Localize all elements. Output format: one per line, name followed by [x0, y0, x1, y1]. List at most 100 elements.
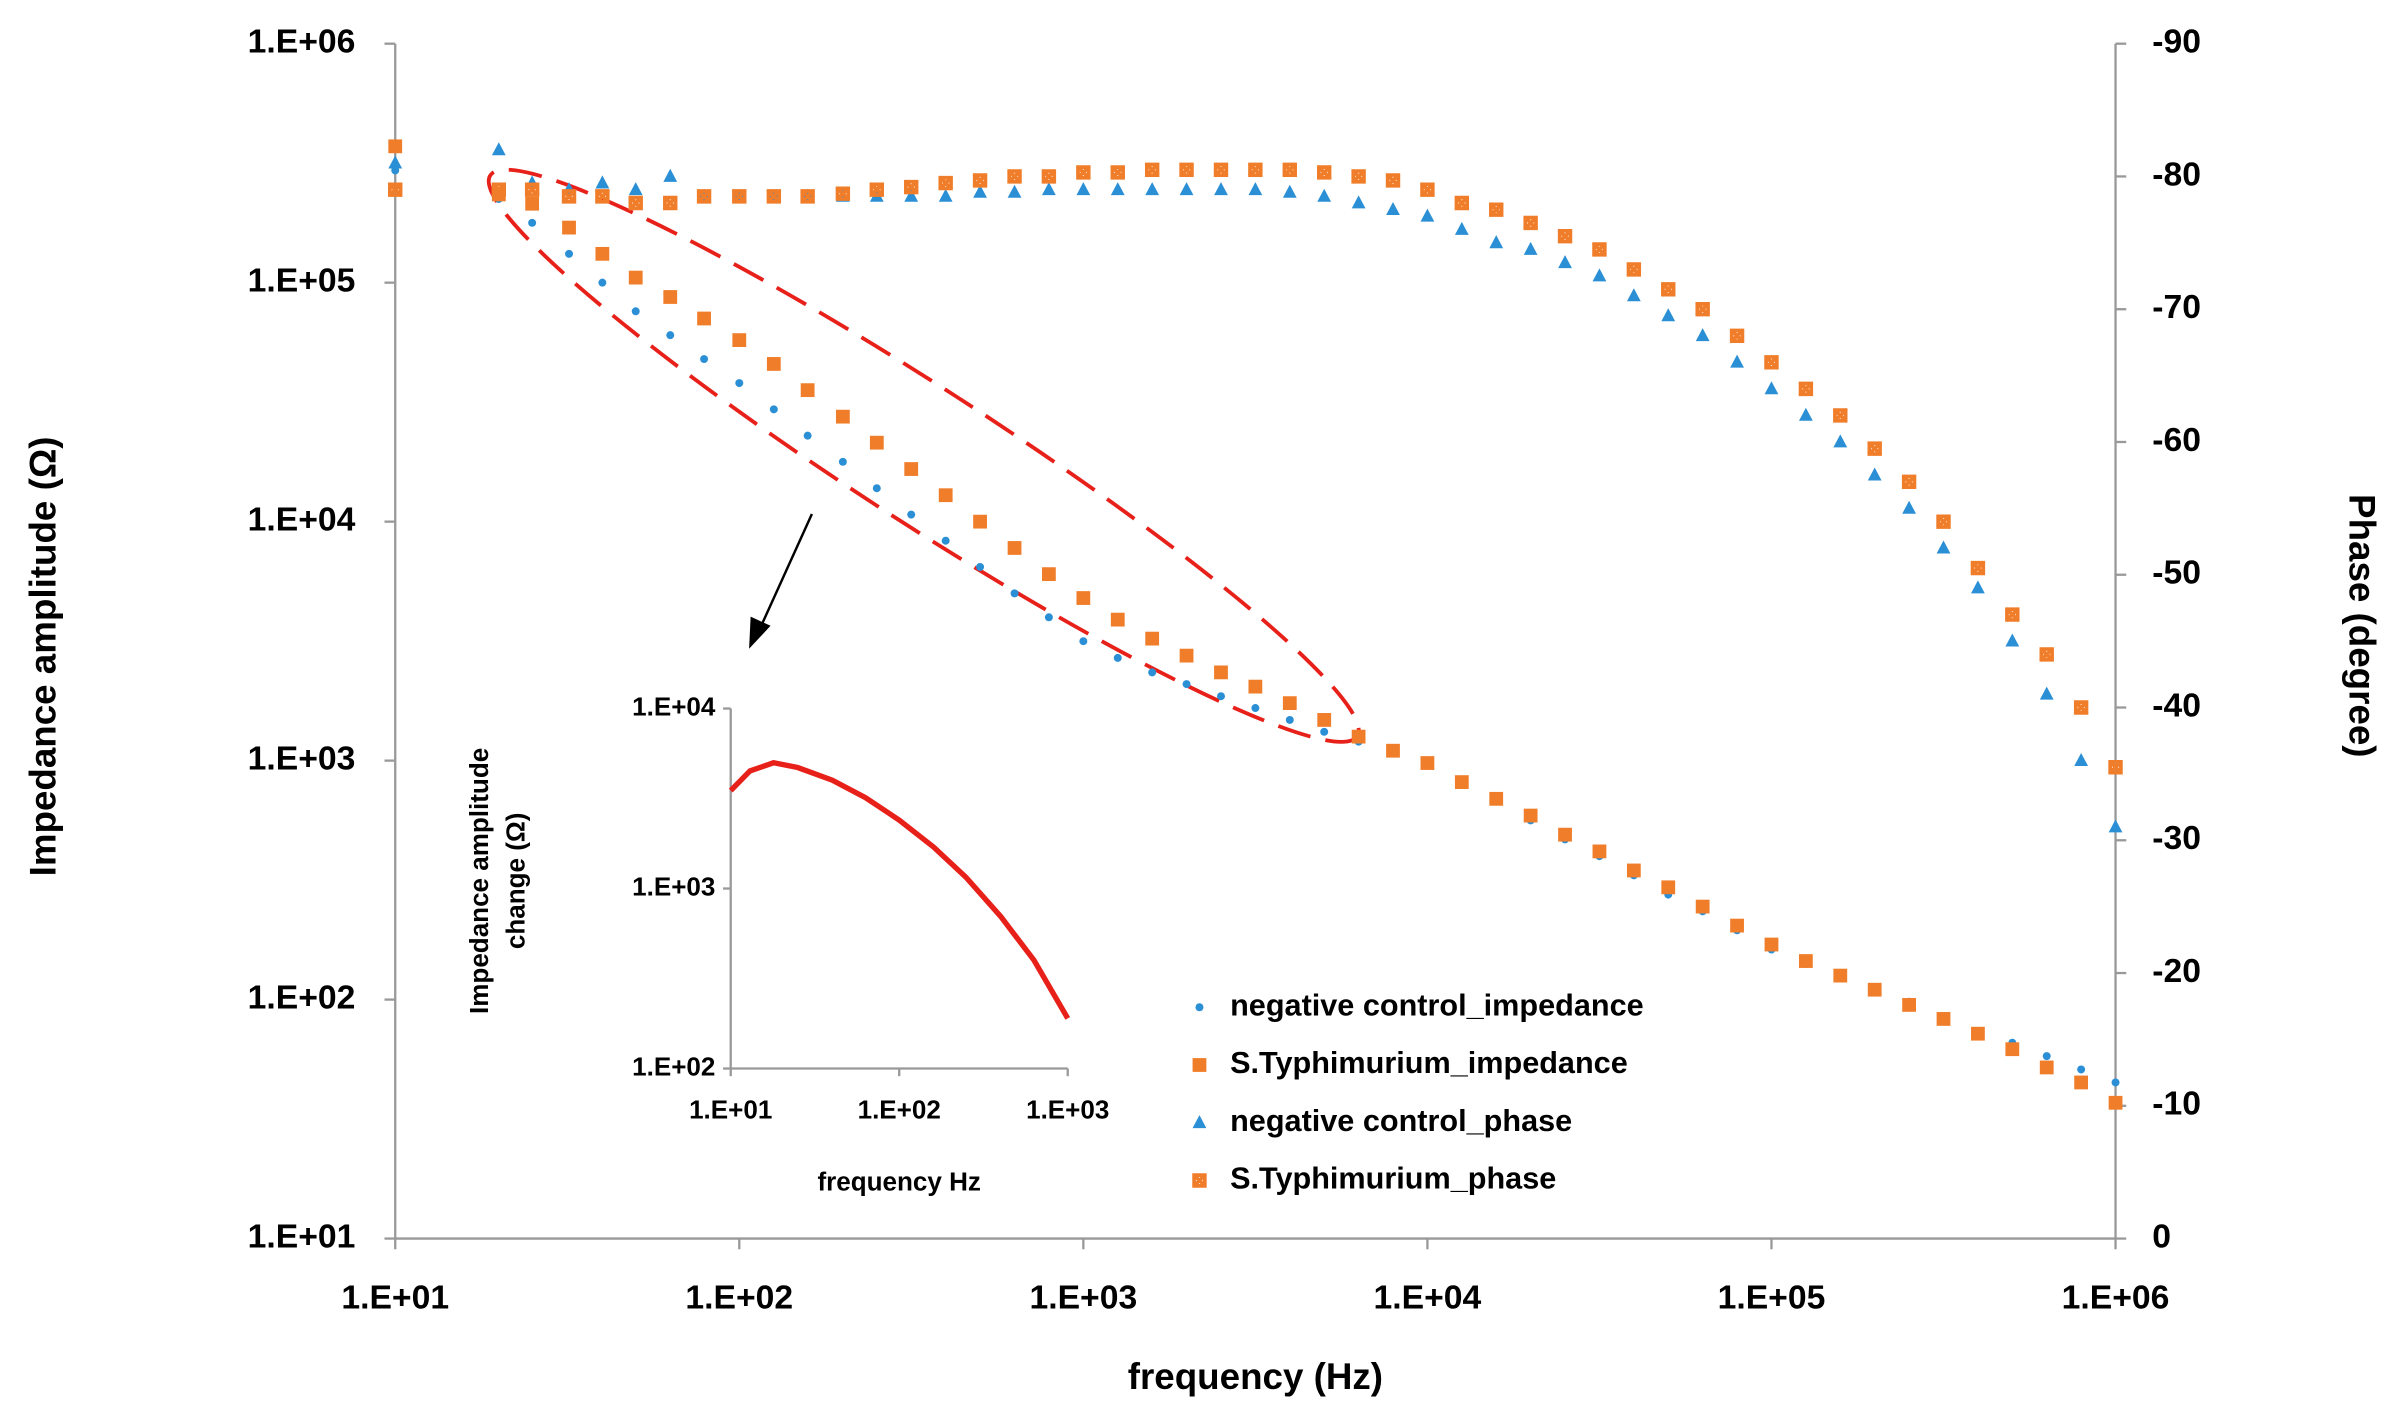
point	[628, 182, 643, 196]
point	[1386, 743, 1400, 758]
arrow-line	[758, 513, 814, 630]
point	[1351, 729, 1366, 744]
point	[735, 379, 744, 388]
point	[800, 188, 816, 204]
y2-tick-label: 0	[2152, 1217, 2171, 1255]
point	[1285, 715, 1294, 724]
point	[769, 405, 778, 414]
point	[1833, 434, 1848, 448]
line	[728, 760, 1071, 1020]
point	[1420, 208, 1435, 222]
point	[907, 510, 916, 519]
point	[1660, 281, 1676, 297]
point	[1971, 1026, 1985, 1041]
point	[1901, 474, 1917, 490]
point	[938, 488, 953, 503]
point	[1317, 188, 1332, 202]
point	[972, 173, 988, 188]
x-tick-label: 1.E+02	[685, 1279, 793, 1317]
point	[1007, 184, 1022, 198]
y-tick-label: 1.E+02	[632, 1051, 715, 1081]
x-tick-label: 1.E+01	[689, 1094, 772, 1124]
point	[1351, 169, 1367, 184]
point	[1626, 863, 1641, 878]
point	[766, 357, 781, 371]
y-tick-label: 1.E+04	[632, 691, 716, 721]
point	[1454, 221, 1469, 235]
point	[1386, 201, 1400, 216]
point	[1764, 937, 1779, 952]
point	[1075, 165, 1091, 180]
point	[697, 311, 711, 326]
point	[565, 249, 574, 258]
point	[1832, 408, 1848, 423]
point	[938, 175, 954, 191]
point	[1489, 791, 1504, 806]
point	[973, 514, 987, 529]
point	[1076, 591, 1091, 605]
y2-axis-label: Phase (degree)	[2341, 494, 2382, 757]
point	[1179, 162, 1194, 178]
point	[388, 139, 403, 154]
point	[1214, 665, 1228, 680]
point	[2005, 633, 2020, 647]
x-tick-label: 1.E+03	[1029, 1279, 1137, 1317]
point	[1454, 195, 1470, 211]
point	[1044, 613, 1053, 622]
point	[1867, 441, 1883, 457]
x-tick-label: 1.E+04	[1374, 1279, 1482, 1317]
point	[2042, 1052, 2051, 1061]
point	[1798, 954, 1813, 968]
point	[1557, 228, 1573, 244]
point	[1592, 242, 1607, 257]
point	[1730, 354, 1744, 368]
y-tick-label: 1.E+03	[248, 740, 356, 778]
point	[1661, 308, 1676, 322]
point	[803, 431, 812, 440]
y2-tick-label: -30	[2152, 819, 2201, 857]
point	[1145, 631, 1160, 646]
point	[800, 383, 815, 398]
point	[1110, 182, 1125, 196]
legend-marker	[1192, 1173, 1207, 1188]
point	[1214, 182, 1228, 196]
point	[1558, 827, 1572, 842]
point	[1041, 169, 1057, 184]
point	[631, 307, 640, 316]
x-tick-label: 1.E+05	[1718, 1279, 1826, 1317]
point	[2108, 819, 2123, 833]
point	[595, 175, 610, 189]
point	[838, 457, 847, 466]
point	[1764, 354, 1779, 370]
y-axis-label: Impedance amplitude	[464, 748, 494, 1014]
point	[1282, 696, 1297, 711]
point	[561, 188, 577, 204]
point	[1420, 756, 1435, 770]
point	[1798, 407, 1813, 421]
point	[1764, 381, 1779, 395]
y-tick-label: 1.E+06	[248, 23, 356, 61]
point	[1110, 612, 1125, 627]
point	[903, 179, 919, 195]
legend-label: negative control_impedance	[1230, 988, 1644, 1022]
point	[1079, 637, 1088, 646]
point	[1488, 202, 1504, 218]
point	[1282, 162, 1298, 178]
y2-tick-label: -50	[2152, 554, 2201, 592]
point	[1316, 165, 1332, 180]
point	[1867, 982, 1882, 997]
x-tick-label: 1.E+03	[1026, 1094, 1109, 1124]
point	[528, 218, 537, 227]
point	[2108, 1095, 2123, 1110]
point	[1251, 704, 1260, 712]
point	[1695, 328, 1710, 342]
point	[491, 182, 507, 198]
point	[628, 195, 644, 211]
point	[1902, 500, 1916, 514]
point	[2108, 759, 2123, 775]
point	[1730, 918, 1744, 933]
point	[2039, 686, 2054, 700]
y-axis-label: change (Ω)	[501, 813, 531, 950]
point	[1936, 514, 1951, 530]
